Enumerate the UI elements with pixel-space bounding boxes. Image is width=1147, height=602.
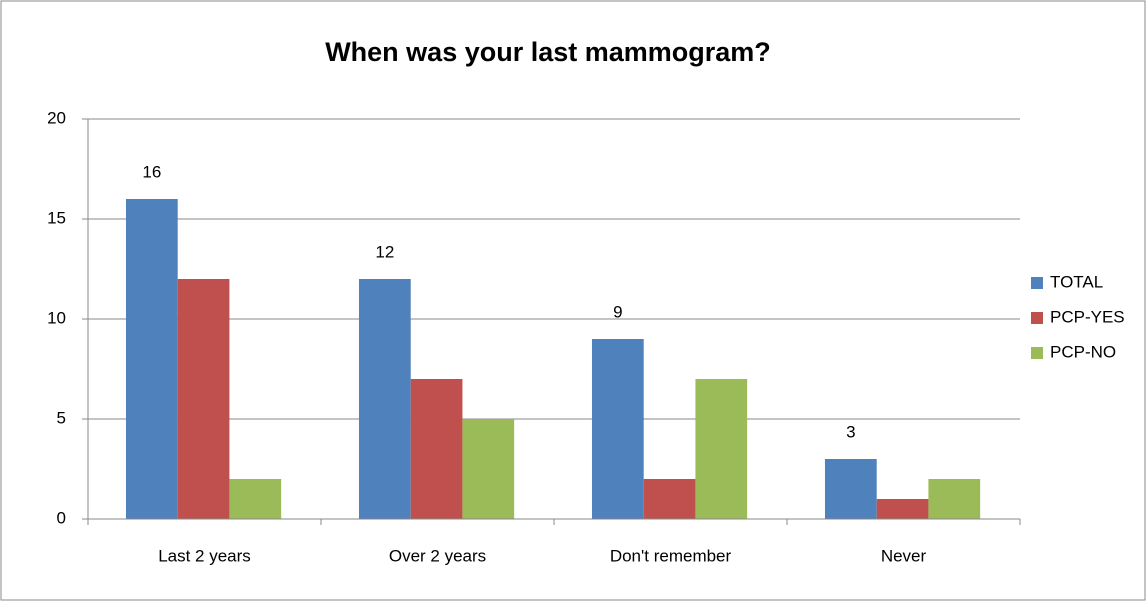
legend-swatch (1031, 312, 1043, 324)
bar (591, 339, 644, 519)
bar (410, 379, 463, 519)
bar (876, 499, 929, 519)
legend-label: PCP-YES (1050, 307, 1125, 326)
bar (177, 279, 230, 519)
chart-title: When was your last mammogram? (325, 37, 771, 67)
data-label: 9 (613, 302, 622, 321)
bar (928, 479, 981, 519)
y-tick-label: 15 (47, 208, 66, 227)
x-tick-label: Over 2 years (389, 546, 486, 565)
legend-label: PCP-NO (1050, 342, 1116, 361)
x-tick-label: Last 2 years (158, 546, 251, 565)
bar (695, 379, 748, 519)
bar (229, 479, 282, 519)
legend-swatch (1031, 347, 1043, 359)
bar (462, 419, 515, 519)
bar (125, 199, 178, 519)
bar (824, 459, 877, 519)
y-tick-label: 0 (57, 508, 66, 527)
data-label: 12 (375, 242, 394, 261)
y-tick-label: 10 (47, 308, 66, 327)
x-tick-label: Never (881, 546, 927, 565)
y-tick-label: 5 (57, 408, 66, 427)
x-tick-label: Don't remember (610, 546, 732, 565)
bar (358, 279, 411, 519)
y-tick-label: 20 (47, 108, 66, 127)
bar (643, 479, 696, 519)
legend-label: TOTAL (1050, 272, 1103, 291)
data-label: 3 (846, 422, 855, 441)
data-label: 16 (142, 162, 161, 181)
legend-swatch (1031, 277, 1043, 289)
